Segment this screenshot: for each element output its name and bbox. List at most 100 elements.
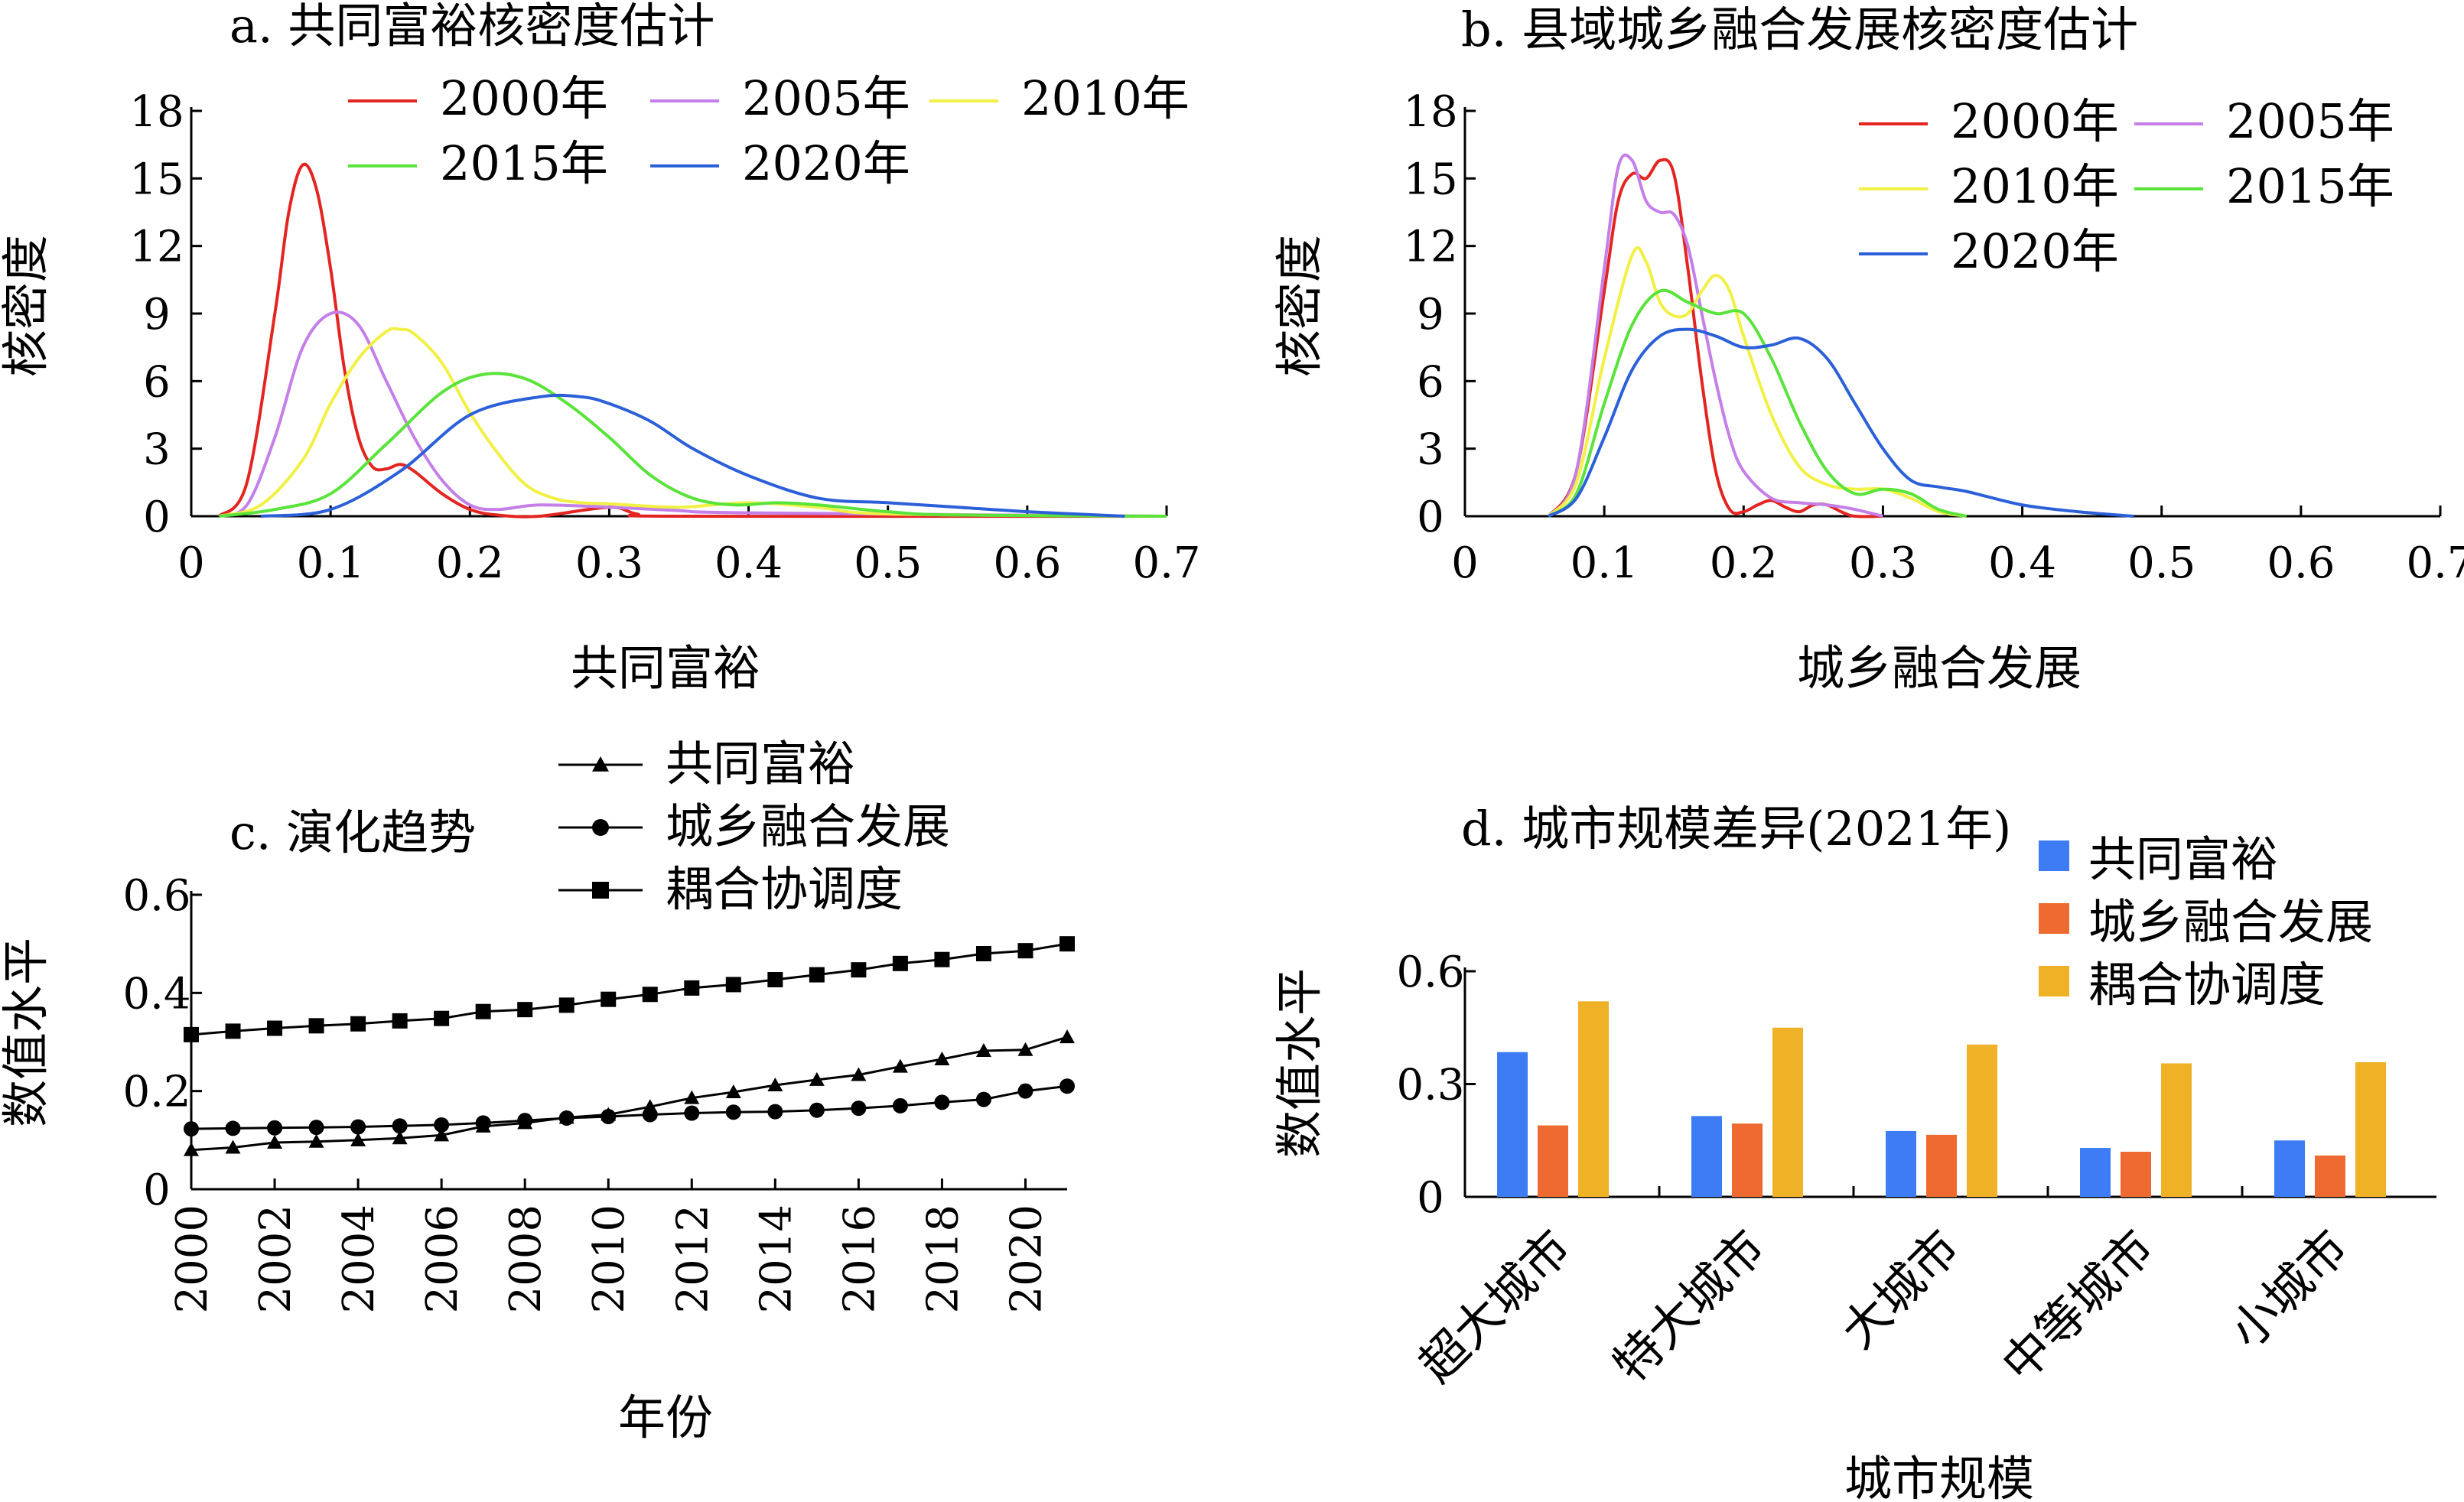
trend-point — [809, 967, 825, 983]
trend-point — [725, 1084, 741, 1098]
trend-point — [684, 1090, 700, 1104]
trend-point — [725, 977, 741, 993]
trend-point — [809, 1102, 825, 1118]
x-tick-label: 2016 — [835, 1205, 884, 1314]
trend-point — [975, 1043, 991, 1058]
x-tick-label: 0.4 — [714, 538, 783, 588]
bar-2 — [1732, 1123, 1763, 1197]
trend-point — [350, 1119, 366, 1135]
panel-c-x-axis-title: 年份 — [618, 1390, 713, 1445]
x-tick-label: 2010 — [584, 1205, 634, 1314]
legend-label: 2000年 — [440, 70, 608, 126]
trend-point — [1017, 943, 1033, 959]
legend-label: 2000年 — [1951, 93, 2119, 149]
trend-point — [184, 1026, 199, 1042]
y-tick-label: 0 — [143, 493, 171, 542]
panel-c-title: c. 演化趋势 — [229, 805, 476, 860]
legend-label: 耦合协调度 — [666, 861, 903, 917]
trend-point — [601, 991, 617, 1007]
trend-point — [725, 1104, 741, 1120]
bar-1 — [1886, 1130, 1916, 1197]
trend-point — [1017, 1083, 1033, 1099]
y-tick-label: 15 — [1403, 154, 1457, 204]
y-tick-label: 9 — [1417, 290, 1444, 340]
y-tick-label: 18 — [1403, 87, 1457, 137]
legend-label: 2010年 — [1951, 158, 2119, 214]
bar-3 — [1578, 1001, 1609, 1197]
trend-point — [350, 1132, 366, 1146]
kde-curve-1 — [1547, 158, 1883, 519]
x-tick-label: 2008 — [501, 1205, 551, 1314]
y-tick-label: 0.3 — [1396, 1061, 1464, 1110]
trend-point — [225, 1140, 241, 1154]
trend-point — [851, 962, 867, 978]
legend-label: 共同富裕 — [666, 736, 855, 792]
trend-point — [392, 1130, 408, 1145]
x-tick-label: 0.7 — [2406, 538, 2464, 588]
bar-2 — [2121, 1152, 2151, 1197]
kde-curve-1 — [217, 162, 1167, 519]
legend-label: 2015年 — [440, 135, 608, 191]
legend-swatch — [2039, 966, 2069, 996]
legend-label: 城乡融合发展 — [666, 798, 950, 854]
panel-d-city-size: d. 城市规模差异(2021年) 城市规模 数值水平 0 0.3 0.6 超大城市 特大… — [1271, 801, 2436, 1502]
y-tick-label: 15 — [129, 154, 184, 204]
x-category-label: 大城市 — [1830, 1219, 1970, 1359]
x-tick-label: 0.1 — [297, 538, 365, 588]
x-tick-label: 2020 — [1001, 1205, 1051, 1314]
legend-label: 2005年 — [2226, 93, 2394, 149]
legend-swatch — [2039, 840, 2069, 871]
trend-point — [642, 987, 658, 1003]
legend-label: 共同富裕 — [2088, 831, 2278, 887]
legend-label: 2020年 — [742, 135, 910, 191]
kde-curve-3 — [1547, 246, 1968, 518]
trend-point — [225, 1120, 241, 1136]
trend-point — [267, 1120, 283, 1136]
trend-point — [308, 1133, 324, 1148]
trend-line-2 — [190, 1084, 1068, 1130]
trend-point — [558, 997, 574, 1013]
bar-1 — [2080, 1148, 2111, 1197]
y-tick-label: 0.6 — [122, 871, 190, 921]
trend-point — [851, 1100, 867, 1117]
trend-point — [308, 1120, 324, 1136]
trend-point — [184, 1142, 199, 1156]
y-tick-label: 6 — [143, 357, 171, 407]
trend-point — [350, 1016, 366, 1032]
panel-a-y-axis-title: 核密度 — [0, 235, 54, 377]
kde-curve-4 — [219, 372, 1167, 518]
x-tick-label: 2018 — [918, 1205, 968, 1314]
panel-b-x-axis-title: 城乡融合发展 — [1797, 640, 2082, 696]
bar-3 — [2355, 1061, 2386, 1197]
trend-point — [225, 1023, 241, 1039]
panel-b-title: b. 县域城乡融合发展核密度估计 — [1461, 2, 2138, 57]
y-tick-label: 0.4 — [122, 969, 190, 1019]
trend-point — [975, 946, 991, 961]
legend-label: 城乡融合发展 — [2088, 894, 2373, 950]
trend-point — [892, 955, 908, 971]
x-tick-label: 2006 — [418, 1205, 467, 1314]
trend-point — [684, 1105, 700, 1121]
panel-a-title: a. 共同富裕核密度估计 — [229, 0, 714, 54]
legend-label: 2020年 — [1951, 223, 2119, 279]
x-tick-label: 2000 — [168, 1205, 217, 1314]
trend-point — [1059, 1029, 1075, 1044]
panel-d-title: d. 城市规模差异(2021年) — [1461, 801, 2011, 857]
kde-curve-2 — [1547, 153, 1883, 518]
y-tick-label: 0 — [143, 1166, 171, 1215]
trend-line-1 — [190, 1035, 1068, 1152]
trend-line-3 — [190, 942, 1068, 1036]
trend-point — [184, 1121, 199, 1137]
y-tick-label: 12 — [129, 223, 184, 272]
trend-point — [767, 1104, 783, 1120]
legend-label: 2005年 — [742, 70, 910, 126]
y-tick-label: 0.2 — [122, 1068, 190, 1117]
panel-d-x-axis-title: 城市规模 — [1844, 1451, 2034, 1502]
bar-2 — [1926, 1134, 1957, 1197]
legend-swatch — [2039, 903, 2069, 934]
trend-point — [892, 1058, 908, 1073]
kde-curve-4 — [1548, 288, 1968, 518]
